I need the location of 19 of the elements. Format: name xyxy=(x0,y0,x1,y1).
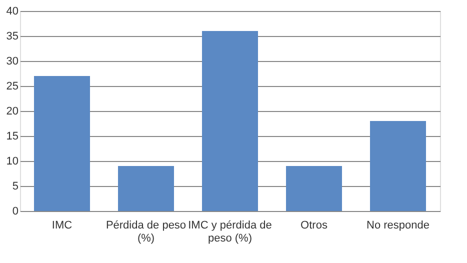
x-tick-label: Pérdida de peso (%) xyxy=(106,220,186,244)
y-tick-label: 10 xyxy=(6,156,18,168)
x-tick-label: IMC xyxy=(52,220,72,232)
x-tick-label: Otros xyxy=(300,220,328,232)
y-tick-label: 20 xyxy=(6,106,18,118)
y-tick-label: 25 xyxy=(6,80,18,92)
bar xyxy=(202,31,258,211)
bar xyxy=(286,166,342,211)
y-tick-label: 30 xyxy=(6,56,18,68)
y-tick-label: 0 xyxy=(12,206,18,218)
y-tick-label: 40 xyxy=(6,6,18,18)
bar xyxy=(118,166,174,211)
x-tick-label: IMC y pérdida de peso (%) xyxy=(188,220,272,244)
y-tick-label: 5 xyxy=(12,180,18,192)
x-tick-label: No responde xyxy=(366,220,430,232)
bar xyxy=(34,76,90,211)
bar xyxy=(370,121,426,211)
y-tick-label: 15 xyxy=(6,130,18,142)
y-tick-label: 35 xyxy=(6,30,18,42)
